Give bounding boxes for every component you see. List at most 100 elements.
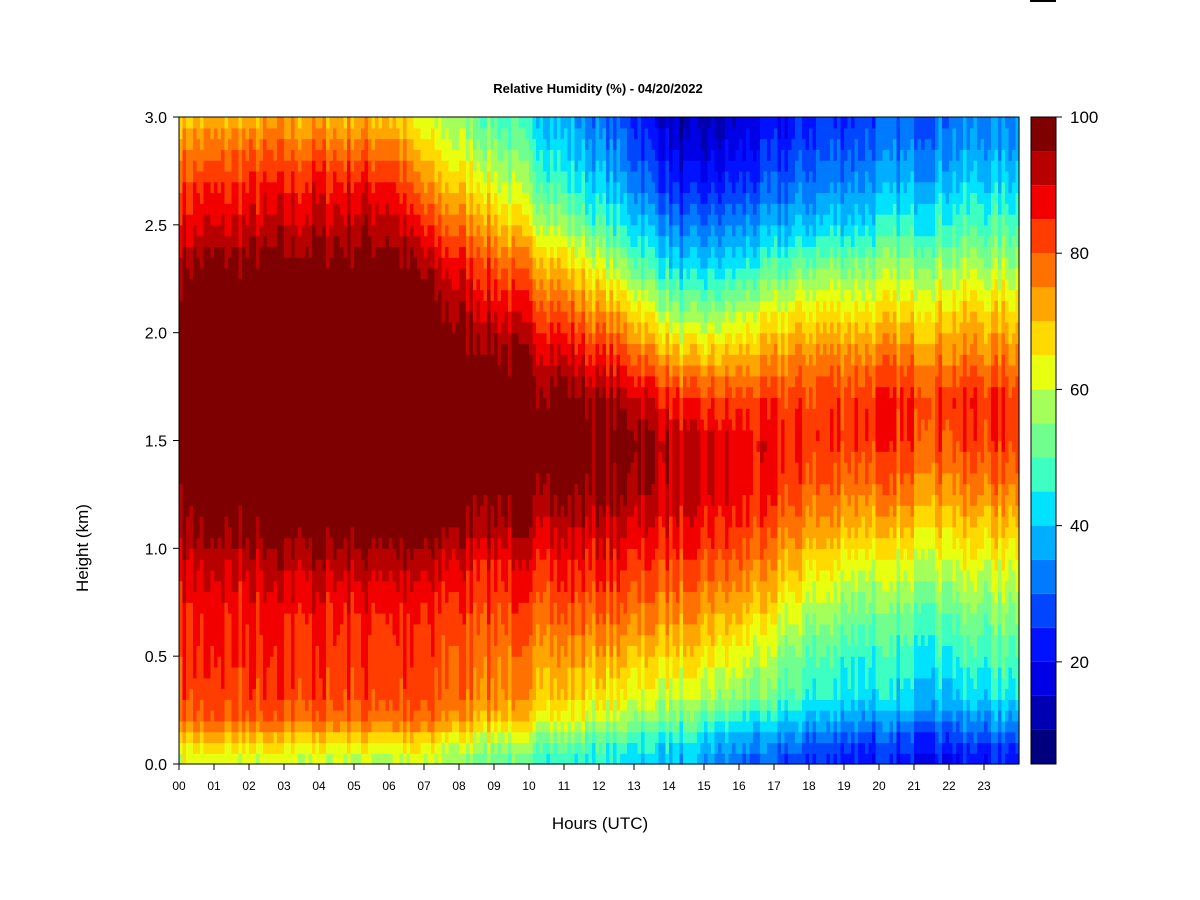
heatmap-cell: [256, 483, 261, 496]
heatmap-cell: [354, 537, 359, 549]
heatmap-cell: [322, 591, 327, 603]
heatmap-cell: [308, 170, 313, 183]
heatmap-cell: [214, 656, 219, 668]
heatmap-cell: [280, 289, 285, 301]
heatmap-cell: [291, 408, 296, 420]
heatmap-cell: [210, 505, 215, 517]
heatmap-cell: [189, 224, 194, 237]
heatmap-cell: [196, 160, 201, 172]
heatmap-cell: [413, 591, 418, 603]
heatmap-cell: [340, 710, 345, 722]
heatmap-cell: [179, 623, 184, 636]
heatmap-cell: [382, 289, 387, 301]
heatmap-cell: [343, 138, 348, 150]
heatmap-cell: [242, 408, 247, 420]
heatmap-cell: [357, 569, 362, 582]
heatmap-cell: [364, 602, 369, 614]
heatmap-cell: [294, 710, 299, 722]
heatmap-cell: [235, 418, 240, 431]
heatmap-cell: [357, 181, 362, 194]
heatmap-cell: [287, 548, 292, 560]
heatmap-cell: [413, 462, 418, 474]
heatmap-cell: [329, 472, 334, 485]
heatmap-cell: [221, 418, 226, 431]
heatmap-cell: [266, 483, 271, 496]
heatmap-cell: [322, 720, 327, 733]
heatmap-cell: [312, 623, 317, 636]
heatmap-cell: [396, 311, 401, 323]
heatmap-cell: [238, 354, 243, 366]
heatmap-cell: [242, 634, 247, 646]
heatmap-cell: [371, 645, 376, 657]
heatmap-cell: [441, 354, 446, 366]
heatmap-cell: [389, 677, 394, 690]
heatmap-cell: [459, 742, 464, 754]
heatmap-cell: [392, 720, 397, 733]
heatmap-cell: [382, 666, 387, 679]
heatmap-cell: [263, 332, 268, 345]
heatmap-cell: [448, 257, 453, 269]
heatmap-cell: [389, 235, 394, 247]
heatmap-cell: [396, 731, 401, 744]
heatmap-cell: [189, 214, 194, 226]
heatmap-cell: [462, 742, 467, 754]
heatmap-cell: [245, 537, 250, 549]
heatmap-cell: [319, 569, 324, 582]
heatmap-cell: [238, 278, 243, 291]
heatmap-cell: [420, 753, 425, 765]
heatmap-cell: [252, 580, 257, 593]
heatmap-cell: [392, 472, 397, 485]
heatmap-cell: [434, 559, 439, 571]
heatmap-cell: [256, 289, 261, 301]
heatmap-cell: [256, 580, 261, 593]
heatmap-cell: [259, 429, 264, 442]
heatmap-cell: [221, 591, 226, 603]
heatmap-cell: [417, 429, 422, 442]
heatmap-cell: [305, 397, 310, 409]
heatmap-cell: [326, 494, 331, 506]
heatmap-cell: [448, 742, 453, 754]
heatmap-cell: [207, 602, 212, 614]
heatmap-cell: [249, 418, 254, 431]
heatmap-cell: [396, 235, 401, 247]
heatmap-cell: [193, 731, 198, 744]
heatmap-cell: [441, 753, 446, 765]
heatmap-cell: [270, 289, 275, 301]
heatmap-cell: [378, 181, 383, 194]
heatmap-cell: [186, 515, 191, 528]
heatmap-cell: [217, 214, 222, 226]
heatmap-cell: [319, 666, 324, 679]
heatmap-cell: [284, 138, 289, 150]
heatmap-cell: [245, 720, 250, 733]
heatmap-cell: [305, 569, 310, 582]
heatmap-cell: [410, 591, 415, 603]
heatmap-cell: [277, 677, 282, 690]
heatmap-cell: [343, 332, 348, 345]
heatmap-cell: [420, 408, 425, 420]
heatmap-cell: [389, 257, 394, 269]
heatmap-cell: [186, 742, 191, 754]
heatmap-cell: [420, 300, 425, 312]
heatmap-cell: [203, 656, 208, 668]
heatmap-cell: [200, 699, 205, 711]
heatmap-cell: [252, 526, 257, 539]
heatmap-cell: [329, 569, 334, 582]
heatmap-cell: [364, 677, 369, 690]
heatmap-cell: [301, 602, 306, 614]
heatmap-cell: [291, 580, 296, 593]
heatmap-cell: [221, 354, 226, 366]
heatmap-cell: [196, 505, 201, 517]
heatmap-cell: [224, 731, 229, 744]
heatmap-cell: [445, 710, 450, 722]
heatmap-cell: [445, 472, 450, 485]
heatmap-cell: [196, 591, 201, 603]
heatmap-cell: [389, 537, 394, 549]
heatmap-cell: [203, 289, 208, 301]
heatmap-cell: [413, 742, 418, 754]
heatmap-cell: [280, 742, 285, 754]
heatmap-cell: [270, 634, 275, 646]
heatmap-cell: [455, 602, 460, 614]
heatmap-cell: [340, 321, 345, 334]
heatmap-cell: [319, 580, 324, 593]
heatmap-cell: [322, 397, 327, 409]
